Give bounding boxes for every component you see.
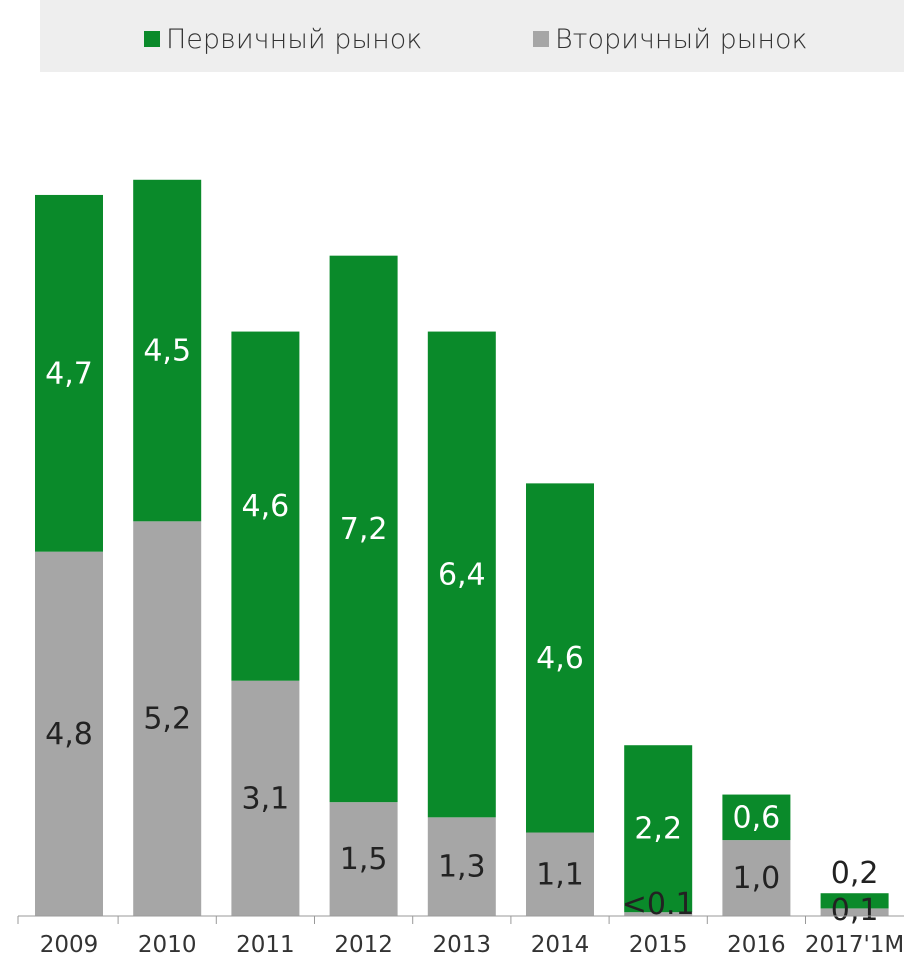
data-label-secondary-2010: 5,2 — [143, 702, 191, 737]
data-label-secondary-2016: 1,0 — [733, 861, 781, 896]
bar-primary-2012 — [329, 255, 398, 803]
legend-swatch-primary — [144, 31, 160, 47]
bar-secondary-2012 — [329, 802, 398, 916]
bar-primary-2013 — [427, 331, 496, 818]
bar-secondary-2009 — [35, 551, 103, 916]
legend-label-primary: Первичный рынок — [166, 23, 423, 55]
data-label-primary-2010: 4,5 — [143, 334, 191, 369]
bar-primary-2009 — [35, 194, 103, 552]
x-tick-label-2010: 2010 — [138, 932, 197, 958]
x-tick-label-2014: 2014 — [531, 932, 590, 958]
data-label-primary-2013: 6,4 — [438, 557, 486, 592]
data-label-primary-2016: 0,6 — [733, 800, 781, 835]
data-label-primary-2015: 2,2 — [634, 812, 682, 847]
data-label-primary-2011: 4,6 — [242, 489, 290, 524]
x-tick-label-2012: 2012 — [334, 932, 393, 958]
bar-secondary-2015 — [624, 912, 693, 916]
bar-primary-2017'1M — [820, 893, 889, 909]
x-tick-label-2009: 2009 — [40, 932, 99, 958]
bar-secondary-2010 — [133, 521, 202, 916]
bar-secondary-2017'1M — [820, 908, 889, 916]
bar-secondary-2013 — [427, 817, 496, 916]
data-label-primary-2009: 4,7 — [45, 356, 93, 391]
data-label-primary-2014: 4,6 — [536, 641, 584, 676]
bar-primary-2011 — [231, 331, 300, 681]
data-label-primary-2012: 7,2 — [340, 512, 388, 547]
x-tick-label-2011: 2011 — [236, 932, 295, 958]
data-label-secondary-2015: <0.1 — [622, 887, 695, 922]
x-tick-label-2016: 2016 — [727, 932, 786, 958]
bar-primary-2010 — [133, 179, 202, 522]
data-label-primary-2017'1M: 0,2 — [831, 856, 879, 891]
bar-secondary-2014 — [526, 832, 594, 916]
bar-secondary-2016 — [722, 840, 791, 916]
legend-swatch-secondary — [533, 31, 549, 47]
data-label-secondary-2014: 1,1 — [536, 857, 584, 892]
bar-primary-2014 — [526, 483, 594, 833]
data-label-secondary-2013: 1,3 — [438, 850, 486, 885]
x-tick-label-2013: 2013 — [433, 932, 492, 958]
bar-primary-2016 — [722, 794, 791, 841]
legend-label-secondary: Вторичный рынок — [555, 23, 808, 55]
data-label-secondary-2012: 1,5 — [340, 842, 388, 877]
bar-primary-2015 — [624, 745, 693, 913]
legend-item-primary: Первичный рынок — [144, 22, 422, 56]
data-label-secondary-2017'1M: 0,1 — [831, 893, 879, 928]
data-label-secondary-2009: 4,8 — [45, 717, 93, 752]
x-tick-label-2017'1M: 2017'1M — [805, 932, 904, 958]
bar-secondary-2011 — [231, 680, 300, 916]
data-label-secondary-2011: 3,1 — [242, 781, 290, 816]
x-tick-label-2015: 2015 — [629, 932, 688, 958]
legend-item-secondary: Вторичный рынок — [533, 22, 808, 56]
legend: Первичный рынок Вторичный рынок — [40, 0, 904, 72]
